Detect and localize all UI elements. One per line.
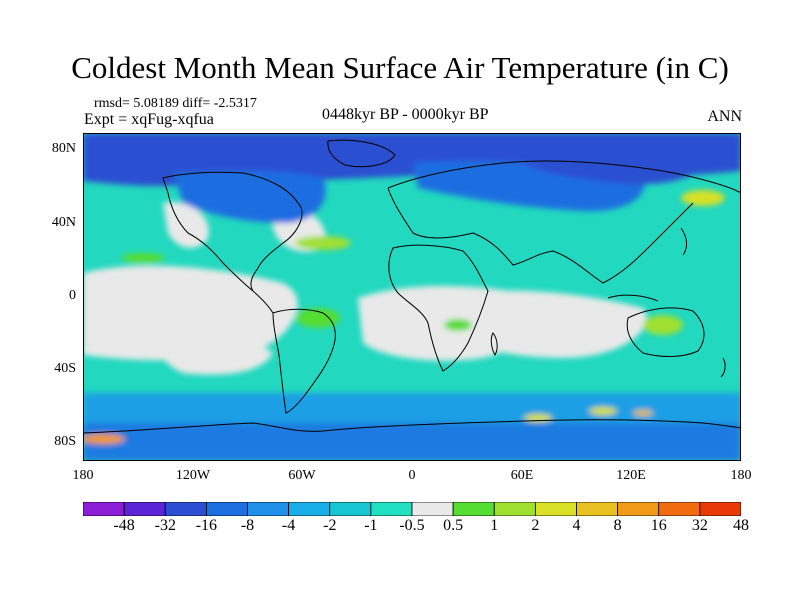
colorbar-label: -1 — [364, 517, 378, 534]
colorbar-swatch-2 — [164, 502, 207, 516]
experiment-label: Expt = xqFug-xqfua — [84, 111, 214, 128]
colorbar-swatch-8 — [411, 502, 454, 516]
coast-south-america — [272, 308, 336, 414]
colorbar-swatch-7 — [370, 502, 413, 516]
colorbar-label: 0.5 — [443, 517, 464, 534]
north-pacific-green — [295, 236, 351, 250]
south-pacific-neutral — [159, 329, 273, 375]
coast-australia — [626, 307, 705, 357]
lat-label-40n: 40N — [51, 215, 76, 230]
africa-green — [444, 319, 472, 331]
colorbar-label: 48 — [733, 517, 749, 534]
coast-central-america — [252, 290, 274, 314]
map-title: Coldest Month Mean Surface Air Temperatu… — [71, 50, 729, 85]
colorbar-label: -16 — [195, 517, 218, 534]
coast-antarctica — [83, 419, 741, 434]
lon-label-120e: 120E — [616, 468, 646, 483]
siberia-cold — [523, 150, 703, 185]
pacific-neutral-patch — [83, 265, 298, 361]
rmsd-diff-stats: rmsd= 5.08189 diff= -2.5317 — [94, 96, 257, 111]
ne-asia-yellow — [681, 190, 725, 206]
australia-green — [643, 315, 683, 335]
colorbar-swatch-1 — [123, 502, 166, 516]
lon-label-180e: 180 — [730, 468, 752, 483]
lat-label-40s: 40S — [54, 361, 76, 376]
coast-north-america — [162, 171, 303, 292]
coast-japan — [680, 227, 687, 256]
season-label: ANN — [707, 108, 742, 125]
lat-label-80n: 80N — [51, 141, 76, 156]
period-label: 0448kyr BP - 0000kyr BP — [322, 106, 489, 123]
lat-label-0: 0 — [69, 288, 76, 303]
colorbar-swatch-12 — [576, 502, 619, 516]
colorbar-swatch-10 — [493, 502, 536, 516]
east-pacific-green — [121, 253, 165, 263]
coast-indonesia — [607, 294, 659, 302]
north-america-cold — [173, 170, 326, 223]
colorbar-label: -0.5 — [399, 517, 425, 534]
colorbar-swatch-4 — [247, 502, 290, 516]
lon-label-60w: 60W — [288, 468, 316, 483]
colorbar-label: 2 — [531, 517, 540, 534]
temperature-anomaly-map — [83, 133, 741, 461]
lon-label-120w: 120W — [175, 468, 211, 483]
coast-madagascar — [490, 332, 498, 357]
colorbar-label: -2 — [323, 517, 337, 534]
south-america-green — [296, 308, 340, 328]
colorbar-label: -8 — [240, 517, 255, 534]
colorbar-swatch-11 — [534, 502, 577, 516]
colorbar-label: 8 — [613, 517, 622, 534]
lat-label-80s: 80S — [54, 434, 76, 449]
colorbar-label: -32 — [154, 517, 176, 534]
greenland-cold — [311, 137, 393, 168]
coast-greenland — [327, 139, 396, 168]
colorbar-swatch-13 — [617, 502, 660, 516]
colorbar-swatch-9 — [452, 502, 495, 516]
colorbar-swatch-0 — [83, 502, 125, 516]
colorbar-swatch-15 — [699, 502, 741, 516]
colorbar-label: 16 — [650, 517, 667, 534]
coast-eurasia — [387, 160, 741, 284]
lon-label-60e: 60E — [510, 468, 534, 483]
antarctic-yellow-2 — [589, 407, 617, 415]
colorbar-label: 32 — [691, 517, 708, 534]
colorbar-label: -4 — [281, 517, 296, 534]
colorbar-swatch-14 — [658, 502, 701, 516]
antarctic-yellow-3 — [633, 410, 653, 416]
lon-label-0: 0 — [408, 468, 416, 483]
colorbar-swatch-3 — [205, 502, 248, 516]
colorbar — [83, 502, 741, 516]
map-frame — [83, 133, 741, 461]
lon-label-180w: 180 — [72, 468, 94, 483]
colorbar-label: 1 — [490, 517, 499, 534]
indian-neutral-patch — [438, 290, 647, 358]
antarctic-orange-west — [83, 434, 125, 444]
colorbar-label: -48 — [113, 517, 135, 534]
coast-africa — [388, 244, 489, 372]
antarctic-blue-band — [83, 423, 741, 461]
colorbar-label: 4 — [572, 517, 581, 534]
colorbar-swatch-6 — [329, 502, 372, 516]
colorbar-swatch-5 — [288, 502, 331, 516]
coast-new-zealand — [720, 357, 726, 378]
